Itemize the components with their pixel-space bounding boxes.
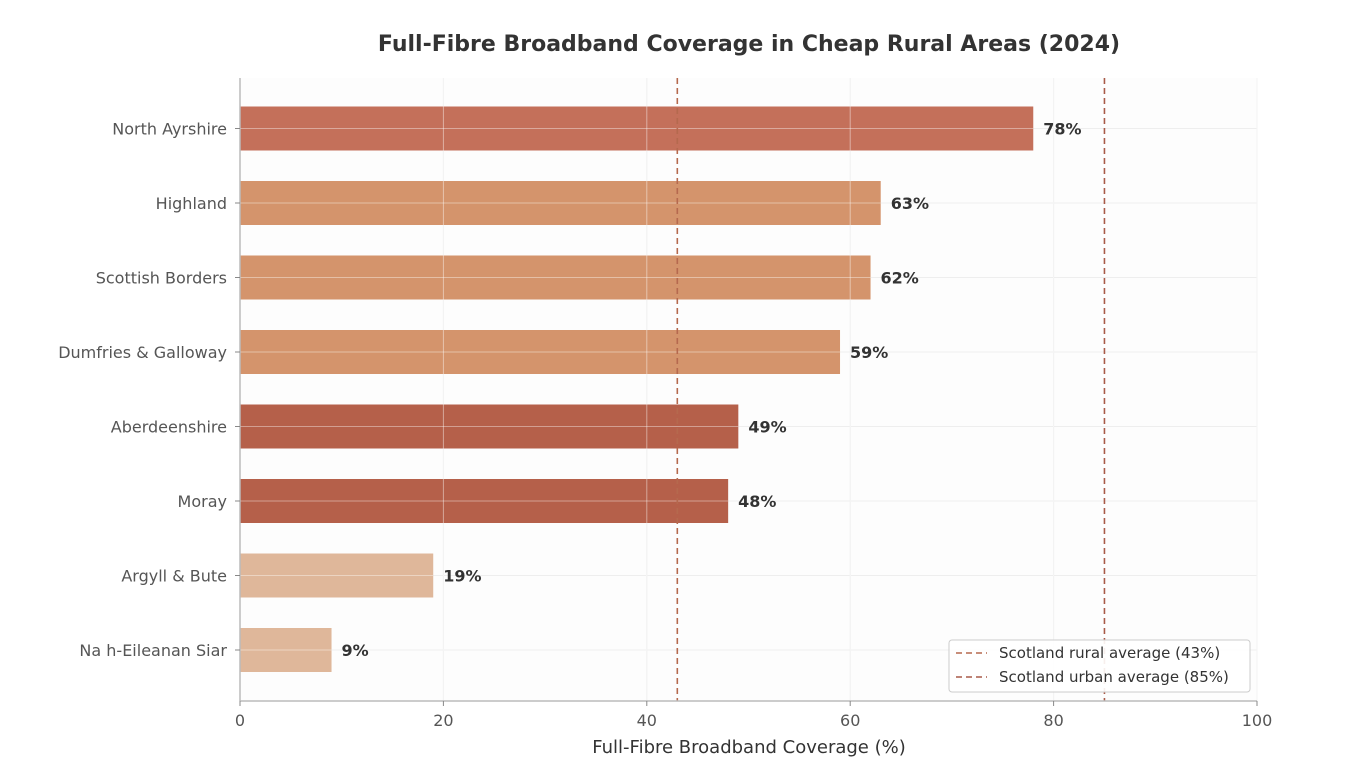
bar	[240, 628, 332, 672]
bar-value-label: 48%	[738, 492, 776, 511]
x-tick-label: 80	[1043, 711, 1063, 730]
bar-value-label: 78%	[1043, 120, 1081, 139]
category-label: North Ayrshire	[112, 120, 227, 139]
bar-value-label: 9%	[342, 641, 369, 660]
legend-box	[948, 639, 1251, 693]
x-tick-label: 20	[433, 711, 453, 730]
bar	[240, 181, 881, 225]
bar-value-label: 49%	[748, 418, 786, 437]
x-tick-label: 60	[840, 711, 860, 730]
x-axis-label: Full-Fibre Broadband Coverage (%)	[592, 737, 906, 758]
x-tick-label: 0	[235, 711, 245, 730]
x-tick-label: 100	[1242, 711, 1273, 730]
x-tick-label: 40	[637, 711, 657, 730]
bar	[240, 553, 434, 598]
bar-value-label: 62%	[881, 269, 919, 288]
category-label: Moray	[178, 492, 227, 511]
legend: Scotland rural average (43%) Scotland urb…	[948, 639, 1251, 693]
bar	[240, 404, 739, 449]
reference-lines	[676, 78, 1106, 701]
category-label: Na h-Eileanan Siar	[79, 641, 227, 660]
bar-layer: 78% 63% 62% 59% 49% 48% 19% 9%	[240, 78, 1258, 701]
category-label: Argyll & Bute	[121, 567, 227, 586]
legend-entry-label: Scotland rural average (43%)	[999, 644, 1220, 662]
category-label: Scottish Borders	[96, 269, 227, 288]
bar	[240, 255, 871, 300]
bar	[240, 330, 841, 374]
bar	[240, 479, 729, 523]
bar-value-label: 59%	[850, 343, 888, 362]
legend-entry-label: Scotland urban average (85%)	[999, 668, 1229, 686]
category-label: Highland	[156, 194, 227, 213]
chart-title: Full-Fibre Broadband Coverage in Cheap R…	[378, 32, 1120, 57]
bar	[240, 106, 1034, 151]
category-label: Dumfries & Galloway	[58, 343, 227, 362]
bar-value-label: 19%	[443, 567, 481, 586]
bar-value-label: 63%	[891, 194, 929, 213]
category-label: Aberdeenshire	[111, 418, 227, 437]
axis-layer: 0 20 40 60 80 100 North Ayrshire Highland Scotti…	[58, 78, 1272, 730]
